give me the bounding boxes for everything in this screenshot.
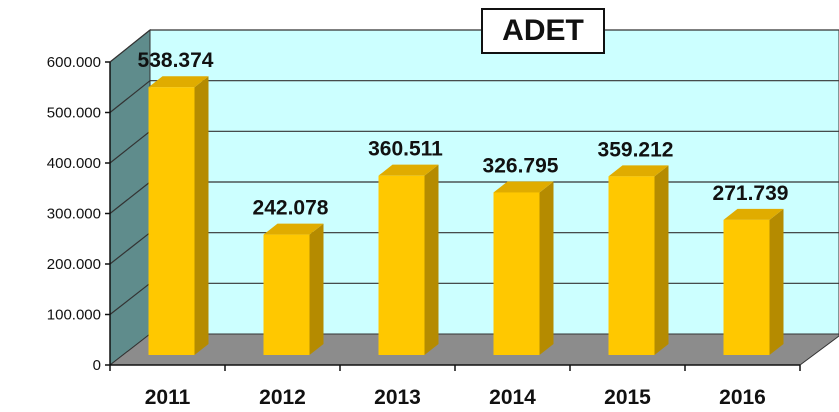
- bar-front: [263, 234, 310, 355]
- x-axis: 2011 2012 2013 2014 2015 2016: [109, 364, 801, 409]
- bar-top: [493, 181, 554, 193]
- data-label: 538.374: [138, 49, 214, 72]
- x-tick-label: 2014: [489, 386, 536, 409]
- x-tick-label: 2011: [145, 386, 191, 409]
- gridline-side: [109, 29, 151, 63]
- y-tick-label: 200.000: [47, 256, 101, 273]
- bar: [378, 164, 439, 355]
- x-tick-label: 2015: [604, 386, 651, 409]
- bar: [608, 165, 669, 355]
- bar-top: [608, 165, 669, 177]
- bar-side: [654, 165, 669, 355]
- x-tick-label: 2012: [259, 386, 306, 409]
- x-tick-label: 2013: [374, 386, 421, 409]
- y-tick-label: 500.000: [47, 105, 101, 122]
- data-label: 359.212: [598, 138, 674, 161]
- bar-side: [194, 76, 209, 355]
- bar: [148, 76, 209, 355]
- y-tick-label: 100.000: [47, 307, 101, 324]
- bar-front: [378, 175, 425, 355]
- bar-front: [608, 176, 655, 355]
- gridline-side: [109, 80, 151, 113]
- bar-top: [378, 164, 439, 176]
- gridline-side: [109, 232, 151, 265]
- bar-front: [723, 219, 770, 355]
- bar-side: [769, 208, 784, 355]
- data-label: 326.795: [483, 154, 559, 177]
- data-label: 271.739: [713, 182, 789, 205]
- gridline-side: [109, 130, 151, 164]
- bar-side: [539, 181, 554, 355]
- y-axis: 0 100.000 200.000 300.000 400.000 500.000 600.…: [47, 54, 111, 374]
- data-label: 242.078: [253, 197, 329, 220]
- bar: [723, 208, 784, 355]
- bar: [263, 223, 324, 355]
- gridline-side: [109, 181, 151, 214]
- data-label: 360.511: [368, 138, 443, 161]
- x-tick-label: 2016: [719, 386, 766, 409]
- y-tick-label: 600.000: [47, 54, 101, 71]
- bar-top: [148, 76, 209, 88]
- chart-title: ADET: [481, 8, 605, 54]
- y-tick-label: 300.000: [47, 206, 101, 223]
- bar-side: [424, 164, 439, 355]
- bar-front: [148, 87, 195, 355]
- bar-side: [309, 223, 324, 355]
- bar-top: [723, 208, 784, 220]
- y-tick-label: 400.000: [47, 155, 101, 172]
- bar: [493, 181, 554, 355]
- y-tick-label: 0: [93, 357, 101, 374]
- gridline-side: [109, 282, 151, 315]
- data-labels: 538.374 242.078 360.511 326.795 359.212 271.7…: [138, 49, 789, 219]
- bars: [148, 76, 784, 355]
- bar-top: [263, 223, 324, 235]
- bar-front: [493, 192, 540, 355]
